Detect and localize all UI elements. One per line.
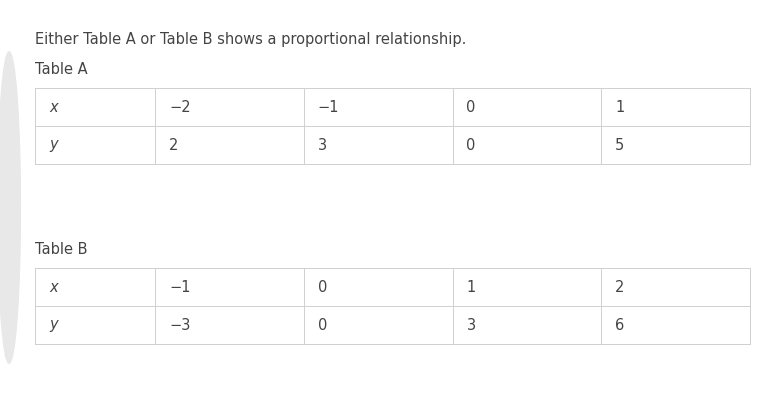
Text: 0: 0 xyxy=(318,317,327,332)
Text: y: y xyxy=(49,317,58,332)
Text: 0: 0 xyxy=(466,100,476,115)
Text: 0: 0 xyxy=(318,279,327,295)
Text: x: x xyxy=(49,100,58,115)
Text: 5: 5 xyxy=(615,137,625,152)
Text: Table B: Table B xyxy=(35,242,88,257)
Text: y: y xyxy=(49,137,58,152)
Text: 0: 0 xyxy=(466,137,476,152)
Text: 6: 6 xyxy=(615,317,625,332)
Text: 2: 2 xyxy=(169,137,179,152)
Text: Either Table A or Table B shows a proportional relationship.: Either Table A or Table B shows a propor… xyxy=(35,32,466,47)
Text: Table A: Table A xyxy=(35,62,88,77)
Text: x: x xyxy=(49,279,58,295)
Text: 1: 1 xyxy=(615,100,625,115)
Ellipse shape xyxy=(0,52,20,363)
Text: 1: 1 xyxy=(466,279,475,295)
Text: −3: −3 xyxy=(169,317,190,332)
Text: 2: 2 xyxy=(615,279,625,295)
Text: 3: 3 xyxy=(318,137,327,152)
Text: −1: −1 xyxy=(169,279,191,295)
Text: 3: 3 xyxy=(466,317,475,332)
Text: −1: −1 xyxy=(318,100,339,115)
Text: −2: −2 xyxy=(169,100,191,115)
